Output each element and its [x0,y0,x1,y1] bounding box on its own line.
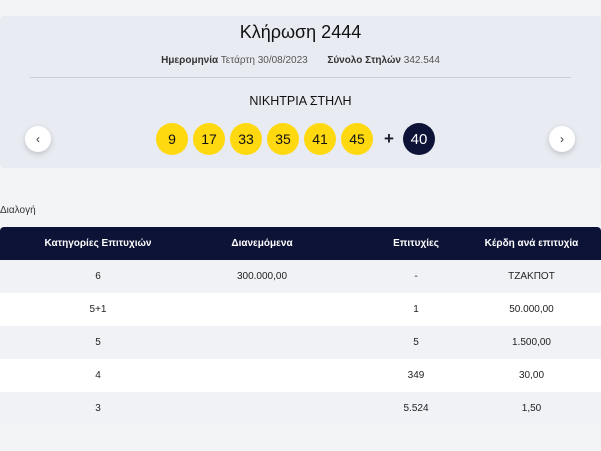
section-label: Διαλογή [0,205,36,216]
cell-prize: ΤΖΑΚΠΟΤ [508,271,555,282]
joker-ball: 40 [403,123,435,155]
date-label: Ημερομηνία [161,55,219,66]
cell-winners: - [414,271,418,282]
cell-prize: 1,50 [521,403,542,414]
next-draw-button[interactable]: › [549,126,575,152]
number-ball: 9 [156,123,188,155]
draw-meta: Ημερομηνία Τετάρτη 30/08/2023 Σύνολο Στη… [0,55,601,66]
cell-prize: 50.000,00 [509,304,554,315]
table-row: 3 5.524 1,50 [0,392,601,425]
table-row: 5+1 1 50.000,00 [0,293,601,326]
header-category: Κατηγορίες Επιτυχιών [44,238,152,249]
table-header: Κατηγορίες Επιτυχιών Διανεμόμενα Επιτυχί… [0,227,601,260]
winning-numbers: 9 17 33 35 41 45 + 40 [156,123,435,155]
cell-winners: 5 [413,337,419,348]
number-ball: 35 [267,123,299,155]
cell-category: 6 [95,271,101,282]
columns-label: Σύνολο Στηλών [327,55,401,66]
table-row: 5 5 1.500,00 [0,326,601,359]
cell-prize: 30,00 [518,370,545,381]
cell-winners: 349 [407,370,425,381]
date-value: Τετάρτη 30/08/2023 [220,55,308,66]
number-ball: 33 [230,123,262,155]
draw-title: Κλήρωση 2444 [239,22,362,42]
cell-category: 5+1 [89,304,107,315]
plus-sign: + [384,129,394,148]
table-row: 4 349 30,00 [0,359,601,392]
number-ball: 17 [193,123,225,155]
draw-card [0,16,601,168]
winning-label: ΝΙΚΗΤΡΙΑ ΣΤΗΛΗ [249,94,352,108]
cell-category: 3 [95,403,101,414]
previous-draw-button[interactable]: ‹ [25,126,51,152]
number-ball: 45 [341,123,373,155]
chevron-right-icon: › [560,132,564,146]
results-table: Κατηγορίες Επιτυχιών Διανεμόμενα Επιτυχί… [0,227,601,425]
cell-winners: 5.524 [403,403,429,414]
cell-category: 4 [95,370,101,381]
table-body: 6 300.000,00 - ΤΖΑΚΠΟΤ 5+1 1 50.000,00 5… [0,260,601,425]
number-ball: 41 [304,123,336,155]
cell-distributed: 300.000,00 [236,271,288,282]
cell-winners: 1 [413,304,419,315]
header-distributed: Διανεμόμενα [231,238,293,249]
cell-category: 5 [95,337,101,348]
header-winners: Επιτυχίες [393,238,439,249]
chevron-left-icon: ‹ [36,132,40,146]
table-row: 6 300.000,00 - ΤΖΑΚΠΟΤ [0,260,601,293]
columns-value: 342.544 [403,55,440,66]
cell-prize: 1.500,00 [512,337,551,348]
header-prize: Κέρδη ανά επιτυχία [484,238,579,249]
divider [30,77,571,78]
